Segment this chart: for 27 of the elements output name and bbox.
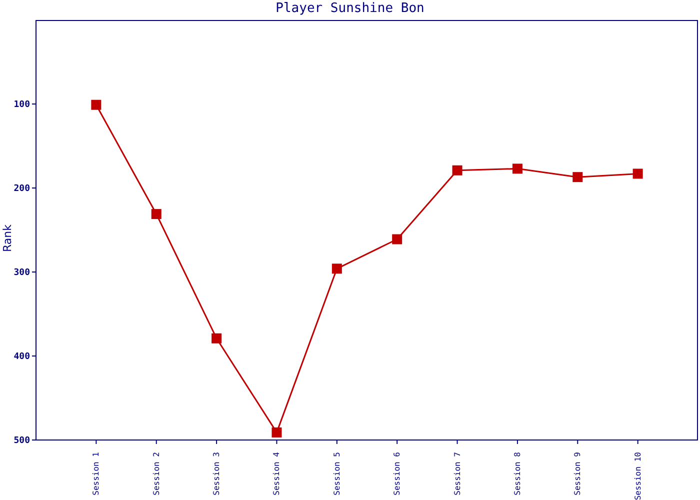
x-tick-label: Session 7: [452, 452, 462, 496]
point: [272, 427, 282, 438]
point: [392, 234, 402, 244]
x-tick-label: Session 1: [92, 452, 101, 496]
y-tick-label: 500: [14, 436, 30, 446]
x-tick-label: Session 4: [272, 452, 282, 496]
y-tick-label: 400: [14, 352, 30, 362]
point: [512, 164, 522, 174]
x-tick-label: Session 8: [512, 452, 522, 496]
x-tick-label: Session 5: [332, 452, 342, 496]
point: [452, 165, 462, 176]
point: [151, 209, 162, 220]
point: [632, 168, 643, 179]
x-tick-label: Session 9: [573, 452, 582, 496]
point: [91, 100, 102, 110]
x-tick-label: Session 10: [633, 452, 642, 500]
y-tick-label: 300: [14, 268, 30, 278]
y-tick-label: 200: [14, 184, 30, 194]
point: [212, 333, 222, 344]
y-axis-title: Rank: [1, 224, 14, 252]
y-tick-label: 100: [14, 100, 30, 110]
chart-title: Player Sunshine Bon: [274, 0, 426, 18]
x-tick-label: Session 2: [152, 452, 161, 496]
x-tick-label: Session 3: [212, 452, 222, 496]
point: [572, 172, 583, 182]
x-tick-label: Session 6: [392, 452, 402, 496]
point: [332, 264, 342, 274]
